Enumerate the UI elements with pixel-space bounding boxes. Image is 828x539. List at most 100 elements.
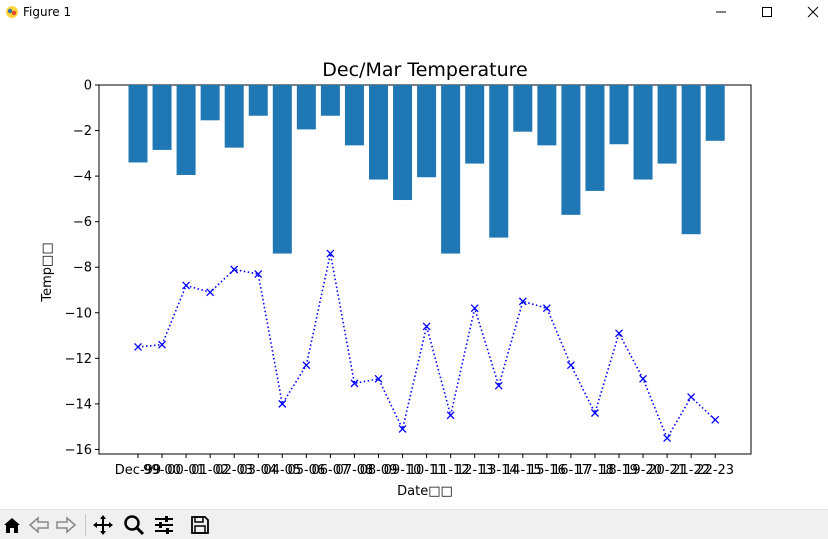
- line-point-marker: [590, 409, 599, 417]
- line-point-marker: [470, 304, 479, 313]
- line-point-marker: [254, 270, 263, 279]
- x-tick-label: Dec-99: [115, 463, 161, 478]
- line-series: [137, 253, 716, 440]
- line-point-marker: [446, 411, 455, 420]
- home-icon: [4, 518, 20, 533]
- line-point-marker: [663, 434, 672, 443]
- configure-subplots-icon: [155, 516, 173, 534]
- x-tick-label: 16-17: [552, 463, 590, 478]
- y-tick-label: −2: [73, 124, 92, 139]
- pan-icon: [93, 515, 113, 535]
- y-tick-label: −6: [73, 215, 92, 230]
- x-tick-label: 20-21: [648, 463, 686, 478]
- maximize-button[interactable]: [744, 0, 790, 24]
- figure-app-icon: [6, 6, 18, 18]
- bar: [128, 85, 148, 163]
- bar: [152, 85, 172, 150]
- minimize-icon: [716, 11, 726, 13]
- x-tick-label: 02-03: [215, 463, 253, 478]
- x-tick-label: 17-18: [576, 463, 614, 478]
- x-tick-label: 07-08: [336, 463, 374, 478]
- line-point-marker: [302, 361, 311, 370]
- x-axis-label: Date□□: [397, 484, 453, 499]
- line-point-marker: [182, 281, 191, 290]
- x-tick-label: 11-12: [432, 463, 470, 478]
- bar: [248, 85, 268, 116]
- bar: [176, 85, 196, 175]
- line-point-marker: [350, 379, 359, 388]
- maximize-icon: [762, 7, 772, 17]
- x-tick-label: 18-19: [600, 463, 638, 478]
- close-icon: [807, 6, 819, 18]
- y-axis-label: Temp□□: [40, 242, 55, 302]
- x-tick-label: 14-15: [504, 463, 542, 478]
- x-tick-label: 99-00: [143, 463, 181, 478]
- y-tick-label: −16: [65, 443, 92, 458]
- bar: [441, 85, 461, 254]
- x-tick-label: 19-20: [624, 463, 662, 478]
- plot-area: 0 −2 −4 −6 −8 −10 −12 −14 −16 Dec-9999-0000-0101-…: [65, 79, 752, 478]
- window-titlebar: Figure 1: [0, 0, 828, 24]
- bar: [513, 85, 533, 132]
- configure-subplots-button[interactable]: [152, 513, 176, 537]
- line-point-marker: [158, 340, 167, 349]
- pan-button[interactable]: [91, 513, 115, 537]
- line-point-marker: [687, 393, 696, 402]
- x-tick-label: 06-07: [312, 463, 350, 478]
- line-point-marker: [278, 399, 287, 408]
- bar: [344, 85, 364, 146]
- save-icon: [191, 516, 209, 534]
- navigation-toolbar: [0, 509, 828, 539]
- close-button[interactable]: [790, 0, 828, 24]
- bar: [369, 85, 388, 180]
- home-button[interactable]: [0, 513, 24, 537]
- back-icon: [28, 516, 49, 534]
- back-button[interactable]: [27, 513, 51, 537]
- bar: [296, 85, 316, 130]
- x-tick-label: 01-02: [191, 463, 229, 478]
- minimize-button[interactable]: [698, 0, 744, 24]
- bar: [657, 85, 677, 164]
- x-tick-label: 15-16: [528, 463, 566, 478]
- x-tick-label: 05-06: [287, 463, 325, 478]
- bar: [681, 85, 701, 235]
- zoom-button[interactable]: [122, 513, 146, 537]
- x-tick-label: 13-14: [480, 463, 518, 478]
- y-tick-label: −14: [65, 397, 92, 412]
- forward-icon: [56, 516, 77, 534]
- line-point-marker: [518, 297, 527, 306]
- bar: [633, 85, 653, 180]
- x-tick-label: 04-05: [263, 463, 301, 478]
- chart-canvas: Dec/Mar Temperature 0 −2 −4 −6 −8 −10 −12 −14 −1…: [40, 59, 752, 499]
- line-point-marker: [422, 322, 431, 331]
- line-point-marker: [326, 249, 335, 258]
- bar: [561, 85, 581, 215]
- zoom-icon: [124, 515, 145, 536]
- y-tick-label: −12: [65, 352, 92, 367]
- bar: [609, 85, 629, 145]
- bar: [224, 85, 244, 148]
- line-point-marker: [398, 424, 407, 433]
- line-point-marker: [639, 374, 648, 383]
- x-tick-label: 10-11: [408, 463, 446, 478]
- line-point-marker: [494, 381, 503, 390]
- bar: [272, 85, 292, 254]
- line-point-marker: [615, 329, 623, 338]
- y-tick-label: −8: [73, 261, 92, 276]
- x-tick-label: 12-13: [456, 463, 494, 478]
- bar: [705, 85, 725, 141]
- bar: [489, 85, 509, 238]
- forward-button[interactable]: [54, 513, 78, 537]
- bar: [585, 85, 605, 191]
- y-tick-label: −10: [65, 306, 92, 321]
- line-point-marker: [711, 415, 720, 424]
- bar: [537, 85, 557, 146]
- chart-title: Dec/Mar Temperature: [322, 59, 527, 81]
- toolbar-separator: [85, 514, 86, 536]
- x-tick-label: 09-10: [384, 463, 422, 478]
- save-button[interactable]: [188, 513, 212, 537]
- line-point-marker: [374, 374, 383, 383]
- bar: [320, 85, 340, 116]
- line-point-marker: [566, 361, 575, 370]
- line-point-marker: [134, 342, 142, 351]
